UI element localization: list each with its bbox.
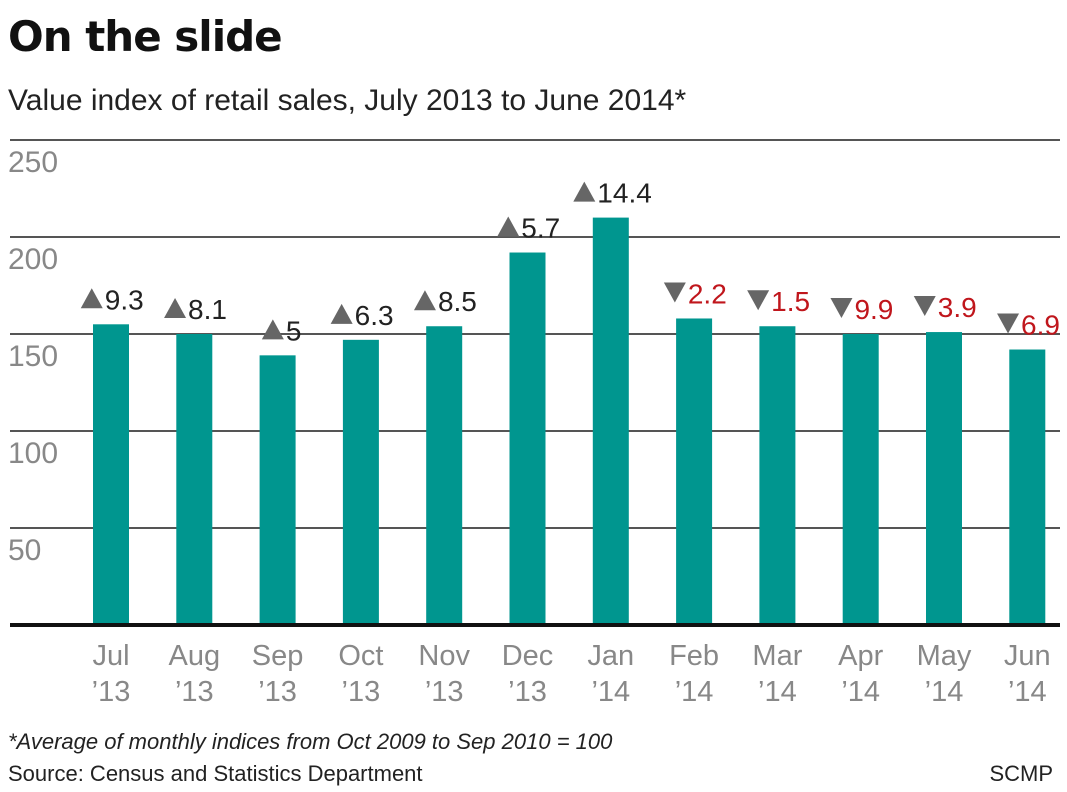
down-triangle-icon [747,290,770,311]
x-tick-year: ’13 [175,676,214,708]
change-value: 3.9 [938,292,977,323]
y-tick-label: 50 [8,534,41,567]
bar-jan [592,217,629,625]
x-tick-year: ’13 [508,676,547,708]
x-tick-month: Dec [502,640,554,672]
x-tick-year: ’14 [675,676,714,708]
down-triangle-icon [913,296,936,317]
change-label-jul: 9.3 [80,284,144,315]
down-triangle-icon [663,282,686,303]
bar-may [926,332,962,625]
down-triangle-icon [997,313,1020,334]
up-triangle-icon [261,319,284,340]
change-label-aug: 8.1 [164,294,227,325]
change-value: 14.4 [597,178,652,209]
x-tick-month: Jan [587,640,634,672]
change-value: 9.9 [854,294,893,325]
x-tick-year: ’13 [342,676,381,708]
x-tick-year: ’13 [258,676,297,708]
down-triangle-icon [830,298,853,318]
change-value: 6.3 [355,300,394,331]
x-tick-month: Sep [252,640,304,672]
x-tick-year: ’14 [841,676,880,708]
up-triangle-icon [330,303,353,324]
change-value: 1.5 [771,286,810,317]
chart-subtitle: Value index of retail sales, July 2013 t… [8,84,687,117]
up-triangle-icon [573,181,596,202]
y-tick-label: 100 [8,437,58,470]
change-label-sep: 5 [261,315,302,346]
change-label-apr: 9.9 [830,294,893,325]
x-tick-month: May [917,640,972,672]
credit-label: SCMP [989,761,1053,786]
bar-aug [176,334,213,625]
bar-sep [259,355,296,625]
change-value: 6.9 [1021,310,1060,341]
bar-apr [842,334,879,625]
x-tick-year: ’14 [925,676,964,708]
bar-chart: 50 100 150 200 250 9.3 8.1 5 6.3 8.5 5.7 14.4 2.2 1.… [8,139,1060,708]
change-label-jun: 6.9 [997,310,1060,341]
bars [93,217,1046,625]
change-label-oct: 6.3 [330,300,394,331]
bar-mar [759,326,796,625]
up-triangle-icon [164,298,187,318]
change-label-nov: 8.5 [413,286,477,317]
up-triangle-icon [497,216,520,237]
bar-nov [426,326,463,625]
change-value: 5 [286,315,302,346]
x-tick-year: ’14 [1008,676,1047,708]
change-label-feb: 2.2 [663,278,727,309]
change-value: 5.7 [521,213,560,244]
x-tick-month: Apr [838,640,883,672]
change-value: 8.1 [188,294,227,325]
chart-title: On the slide [8,12,283,61]
x-tick-year: ’14 [591,676,630,708]
change-labels: 9.3 8.1 5 6.3 8.5 5.7 14.4 2.2 1.5 9.9 3.9 6.9 [80,178,1060,346]
y-tick-label: 150 [8,340,58,373]
bar-feb [676,318,713,625]
bar-dec [509,252,546,625]
y-tick-label: 250 [8,146,58,179]
source-note: Source: Census and Statistics Department [8,761,423,786]
x-tick-year: ’13 [425,676,464,708]
bar-jun [1009,349,1046,625]
change-label-jan: 14.4 [573,178,652,209]
y-tick-label: 200 [8,243,58,276]
x-tick-month: Feb [669,640,719,672]
x-tick-month: Jul [92,640,129,672]
change-value: 8.5 [438,286,477,317]
x-tick-month: Nov [418,640,470,672]
x-tick-month: Aug [168,640,220,672]
change-label-may: 3.9 [913,292,977,323]
x-tick-month: Mar [752,640,802,672]
bar-oct [342,339,379,625]
x-axis: Jul ’13 Aug ’13 Sep ’13 Oct ’13 Nov ’13 Dec ’13 Jan ’… [10,623,1060,708]
up-triangle-icon [80,288,103,309]
change-label-mar: 1.5 [747,286,810,317]
change-value: 2.2 [688,278,727,309]
x-tick-year: ’13 [92,676,131,708]
bar-jul [93,324,129,625]
x-tick-month: Jun [1004,640,1051,672]
change-label-dec: 5.7 [497,213,560,244]
change-value: 9.3 [105,284,144,315]
x-tick-month: Oct [338,640,383,672]
up-triangle-icon [413,290,436,311]
footnote: *Average of monthly indices from Oct 200… [8,729,613,754]
x-tick-year: ’14 [758,676,797,708]
